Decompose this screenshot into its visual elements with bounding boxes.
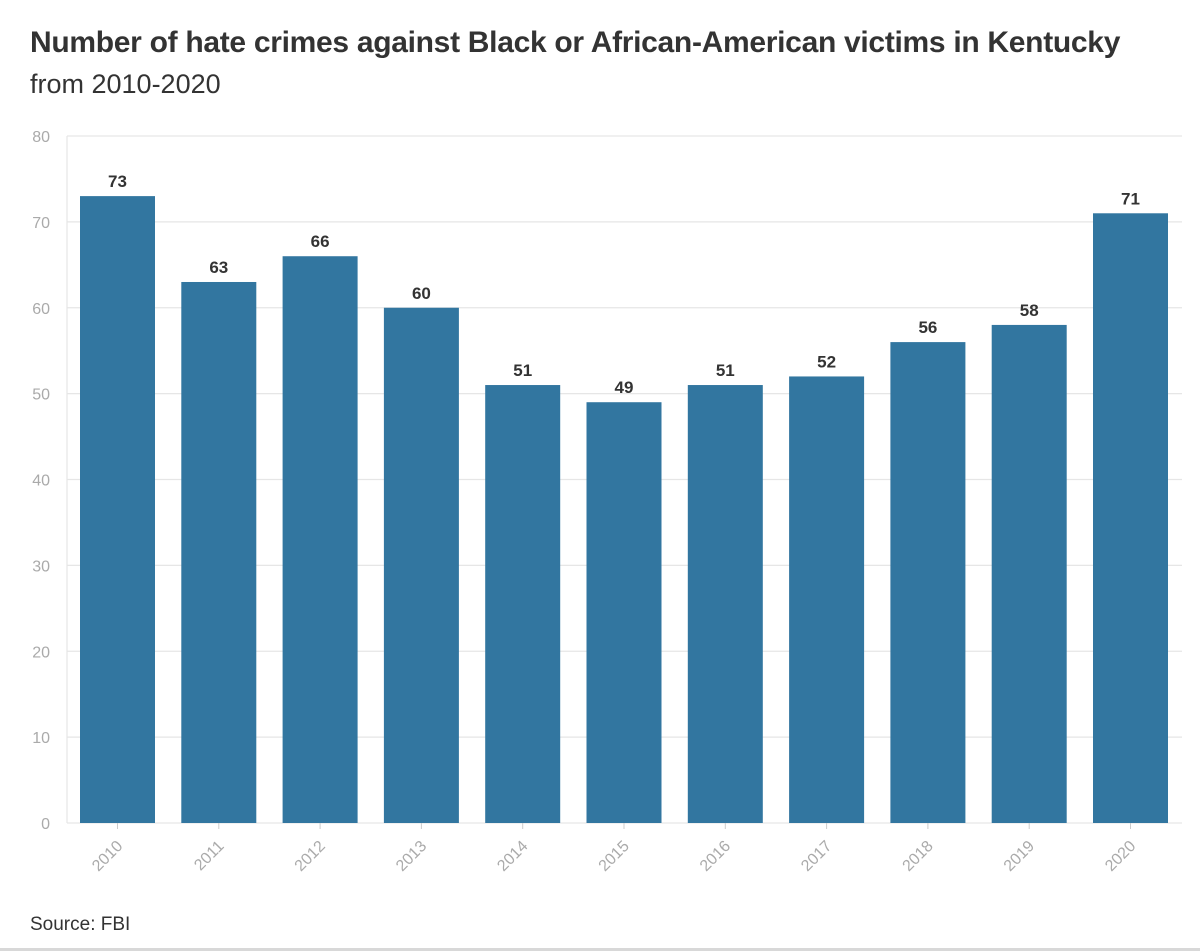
x-tick-label-2011: 2011	[191, 838, 227, 874]
data-label-2019: 58	[1020, 301, 1039, 320]
y-tick-label: 20	[32, 644, 50, 661]
bar-2015	[586, 402, 662, 823]
y-tick-label: 70	[32, 215, 50, 232]
data-label-2012: 66	[311, 232, 330, 251]
bar-2020	[1093, 213, 1168, 824]
x-tick-label-2013: 2013	[393, 838, 430, 875]
data-label-2020: 71	[1121, 189, 1140, 208]
y-tick-label: 40	[32, 473, 50, 490]
x-tick-label-2012: 2012	[292, 838, 329, 875]
y-tick-label: 0	[41, 816, 50, 833]
data-label-2014: 51	[513, 361, 532, 380]
data-labels: 73 63 66 60 51 49 51 52 56 58 71	[108, 172, 1140, 397]
x-tick-label-2018: 2018	[900, 838, 937, 875]
bar-2012	[282, 256, 358, 824]
source-note: Source: FBI	[30, 914, 131, 935]
data-label-2011: 63	[209, 258, 228, 277]
x-tick-label-2019: 2019	[1001, 838, 1038, 875]
data-label-2015: 49	[615, 378, 634, 397]
data-label-2018: 56	[918, 318, 937, 337]
x-tick-label-2014: 2014	[494, 838, 531, 875]
x-tick-label-2015: 2015	[596, 838, 633, 875]
y-axis: 0 10 20 30 40 50 60 70 80	[32, 129, 50, 833]
chart-subtitle: from 2010-2020	[30, 69, 221, 99]
y-tick-label: 10	[32, 730, 50, 747]
data-label-2010: 73	[108, 172, 127, 191]
chart-title: Number of hate crimes against Black or A…	[30, 26, 1121, 59]
y-tick-label: 80	[32, 129, 50, 146]
bar-chart: 0 10 20 30 40 50 60 70 80 73 63 66 60 51 49 51 52 56 58 71…	[32, 129, 1182, 875]
bars	[80, 196, 1168, 824]
y-tick-label: 30	[32, 558, 50, 575]
y-tick-label: 50	[32, 387, 50, 404]
bar-2017	[789, 376, 865, 823]
x-axis: 2010 2011 2012 2013 2014 2015 2016 2017 2018 2019…	[89, 823, 1139, 875]
data-label-2017: 52	[817, 352, 836, 371]
bar-2019	[991, 324, 1067, 823]
bar-2014	[485, 385, 561, 823]
data-label-2013: 60	[412, 284, 431, 303]
bottom-divider	[0, 948, 1200, 951]
bar-2018	[890, 342, 966, 823]
x-tick-label-2020: 2020	[1102, 838, 1139, 875]
y-tick-label: 60	[32, 301, 50, 318]
x-tick-label-2010: 2010	[89, 838, 126, 875]
data-label-2016: 51	[716, 361, 735, 380]
x-tick-label-2016: 2016	[697, 838, 734, 875]
x-tick-label-2017: 2017	[798, 838, 835, 875]
bar-2016	[687, 385, 763, 823]
bar-2013	[383, 307, 459, 823]
bar-2010	[80, 196, 155, 824]
bar-2011	[181, 281, 257, 823]
